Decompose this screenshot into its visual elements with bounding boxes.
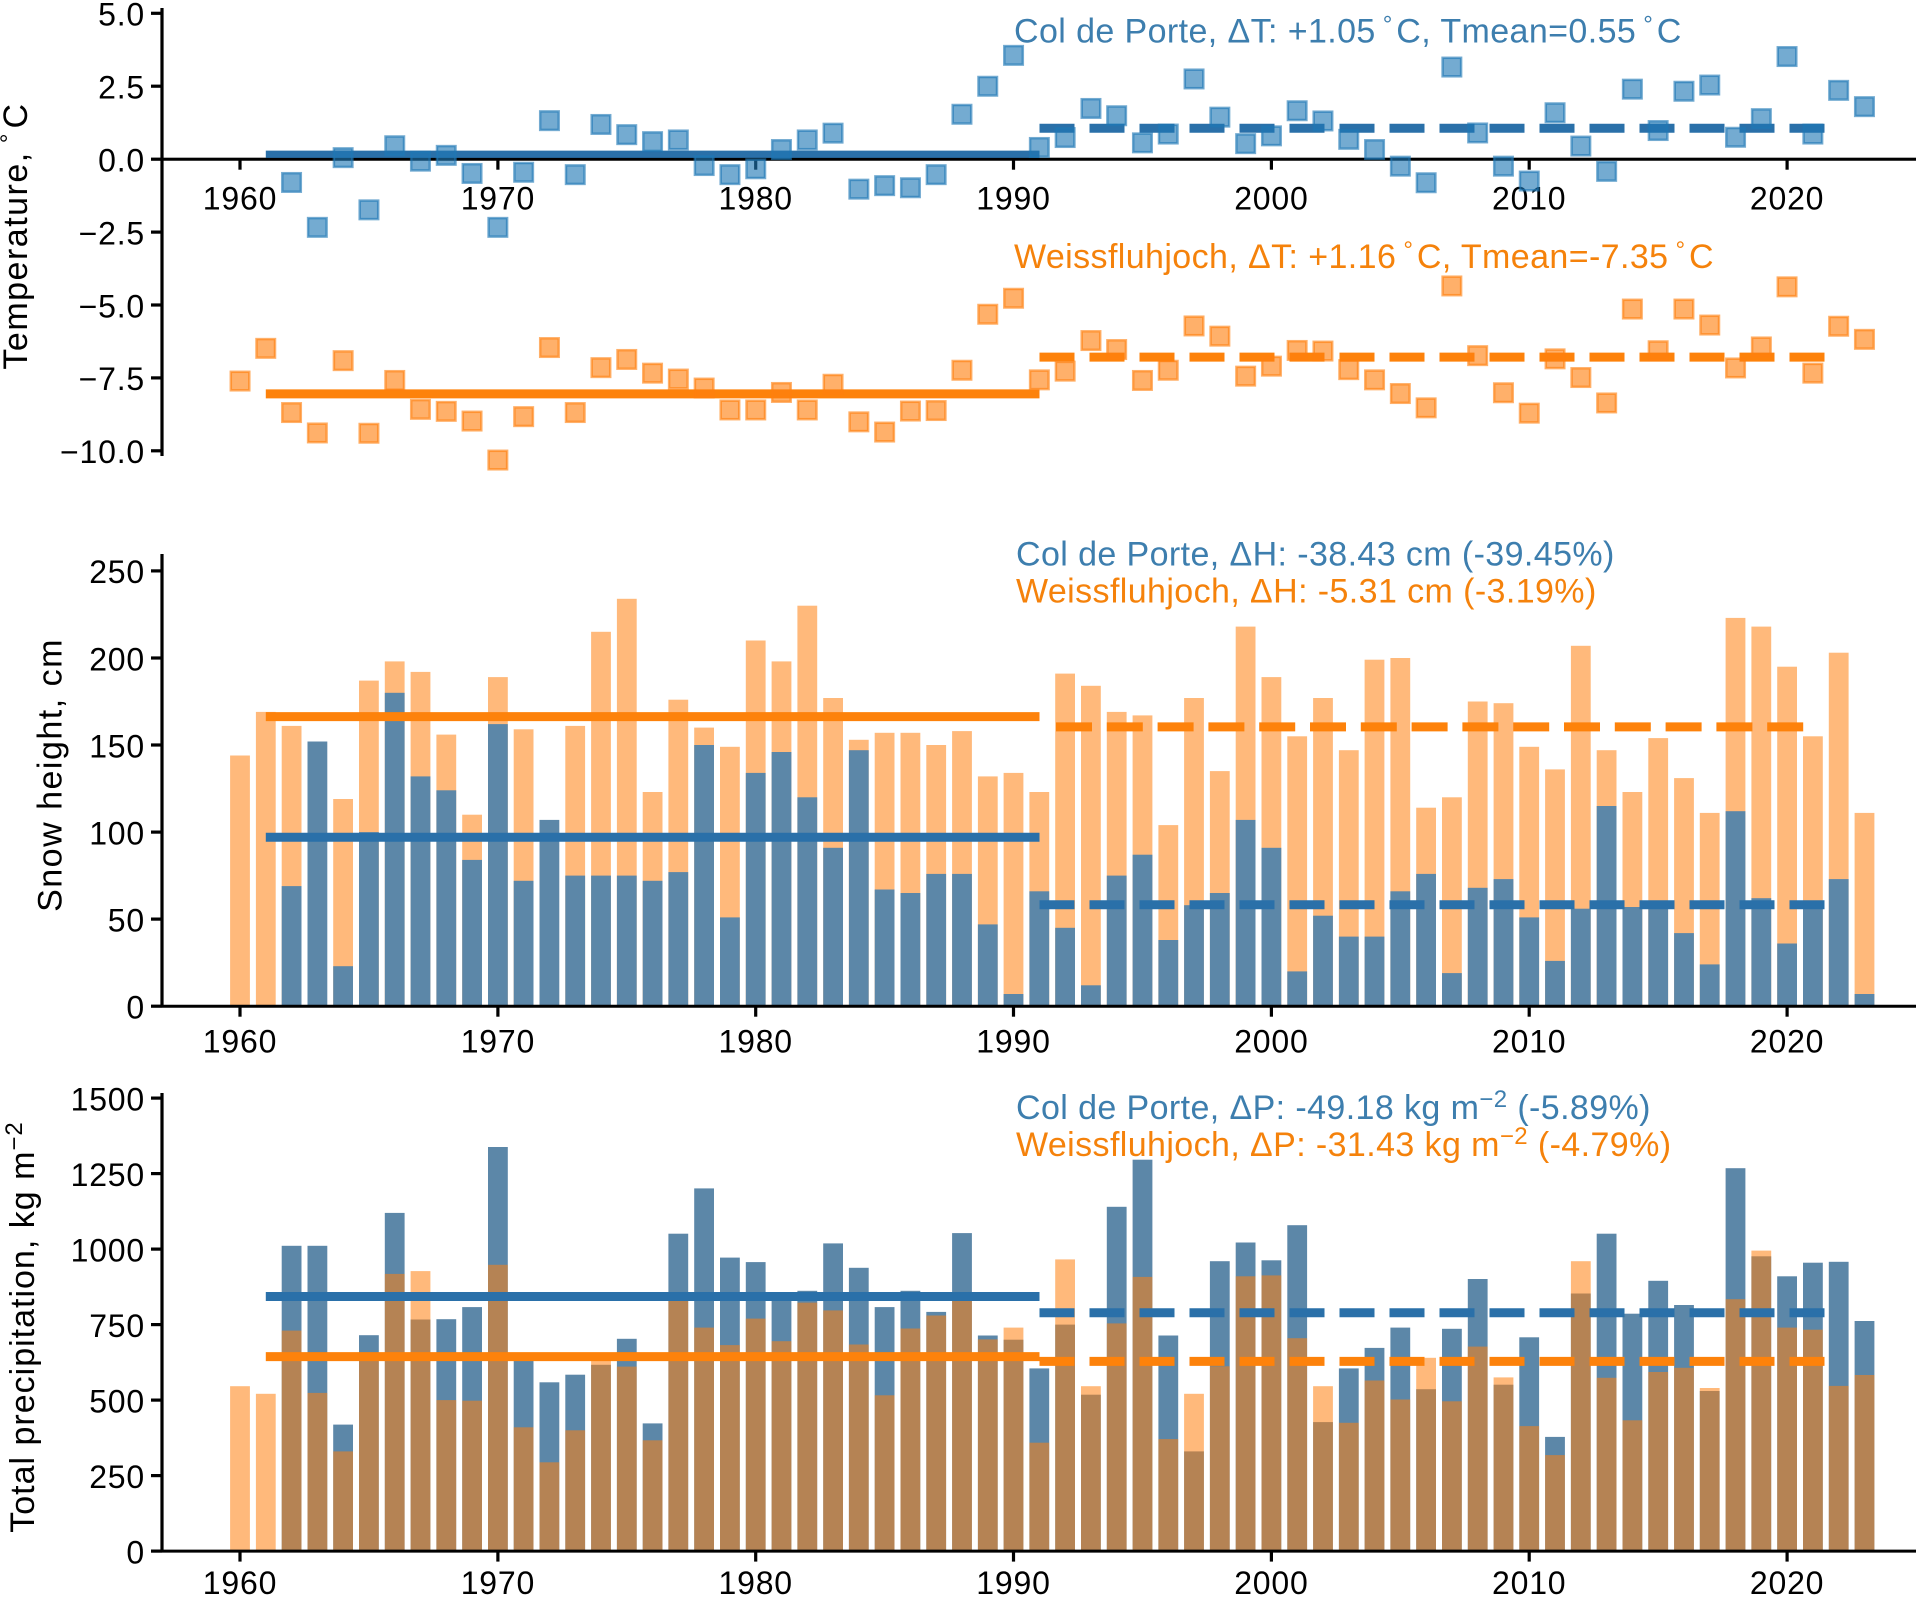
svg-text:250: 250 bbox=[89, 1459, 145, 1495]
svg-text:Col de Porte, ΔH: -38.43 cm (-: Col de Porte, ΔH: -38.43 cm (-39.45%) bbox=[1016, 536, 1615, 574]
svg-text:Weissfluhjoch, ΔH: -5.31 cm (-: Weissfluhjoch, ΔH: -5.31 cm (-3.19%) bbox=[1016, 572, 1597, 610]
svg-text:Col de Porte, ΔP: -49.18 kg m−: Col de Porte, ΔP: -49.18 kg m−2 (-5.89%) bbox=[1016, 1086, 1651, 1127]
svg-text:0: 0 bbox=[126, 990, 145, 1026]
svg-text:2020: 2020 bbox=[1750, 1565, 1824, 1596]
svg-text:100: 100 bbox=[89, 815, 145, 851]
svg-text:750: 750 bbox=[89, 1308, 145, 1344]
svg-text:1980: 1980 bbox=[719, 181, 793, 217]
svg-text:2000: 2000 bbox=[1234, 181, 1308, 217]
svg-text:−5.0: −5.0 bbox=[79, 288, 145, 324]
svg-text:2000: 2000 bbox=[1234, 1565, 1308, 1596]
svg-text:1970: 1970 bbox=[461, 181, 535, 217]
svg-text:1990: 1990 bbox=[976, 181, 1050, 217]
svg-text:2020: 2020 bbox=[1750, 181, 1824, 217]
svg-text:Snow height, cm: Snow height, cm bbox=[32, 638, 70, 912]
svg-text:1990: 1990 bbox=[976, 1565, 1050, 1596]
svg-text:1970: 1970 bbox=[461, 1565, 535, 1596]
svg-text:−7.5: −7.5 bbox=[79, 361, 145, 397]
svg-text:Weissfluhjoch, ΔT: +1.16 °C, T: Weissfluhjoch, ΔT: +1.16 ° C, Tmean=-7.35… bbox=[1014, 237, 1714, 276]
svg-text:2000: 2000 bbox=[1234, 1023, 1308, 1059]
svg-text:1000: 1000 bbox=[71, 1232, 145, 1268]
svg-text:200: 200 bbox=[89, 641, 145, 677]
svg-text:150: 150 bbox=[89, 728, 145, 764]
svg-text:Col de Porte, ΔT: +1.05 °C, Tm: Col de Porte, ΔT: +1.05 ° C, Tmean=0.55 °… bbox=[1014, 12, 1682, 51]
svg-text:0.0: 0.0 bbox=[98, 143, 145, 179]
svg-text:5.0: 5.0 bbox=[98, 0, 145, 33]
svg-text:2010: 2010 bbox=[1492, 1565, 1566, 1596]
svg-text:1960: 1960 bbox=[203, 1565, 277, 1596]
svg-text:1970: 1970 bbox=[461, 1023, 535, 1059]
svg-text:2.5: 2.5 bbox=[98, 70, 145, 106]
svg-text:1500: 1500 bbox=[71, 1081, 145, 1117]
svg-text:0: 0 bbox=[126, 1534, 145, 1570]
svg-text:Total precipitation, kg m−2: Total precipitation, kg m−2 bbox=[1, 1121, 42, 1533]
svg-text:−10.0: −10.0 bbox=[60, 434, 145, 470]
svg-text:1990: 1990 bbox=[976, 1023, 1050, 1059]
svg-text:1980: 1980 bbox=[719, 1565, 793, 1596]
svg-text:Weissfluhjoch, ΔP: -31.43 kg m: Weissfluhjoch, ΔP: -31.43 kg m−2 (-4.79%… bbox=[1016, 1123, 1671, 1164]
svg-text:500: 500 bbox=[89, 1383, 145, 1419]
svg-text:2020: 2020 bbox=[1750, 1023, 1824, 1059]
svg-text:1980: 1980 bbox=[719, 1023, 793, 1059]
svg-text:1960: 1960 bbox=[203, 1023, 277, 1059]
svg-text:250: 250 bbox=[89, 554, 145, 590]
svg-text:−2.5: −2.5 bbox=[79, 215, 145, 251]
svg-text:1960: 1960 bbox=[203, 181, 277, 217]
svg-text:1250: 1250 bbox=[71, 1157, 145, 1193]
svg-text:50: 50 bbox=[108, 902, 145, 938]
svg-text:2010: 2010 bbox=[1492, 1023, 1566, 1059]
